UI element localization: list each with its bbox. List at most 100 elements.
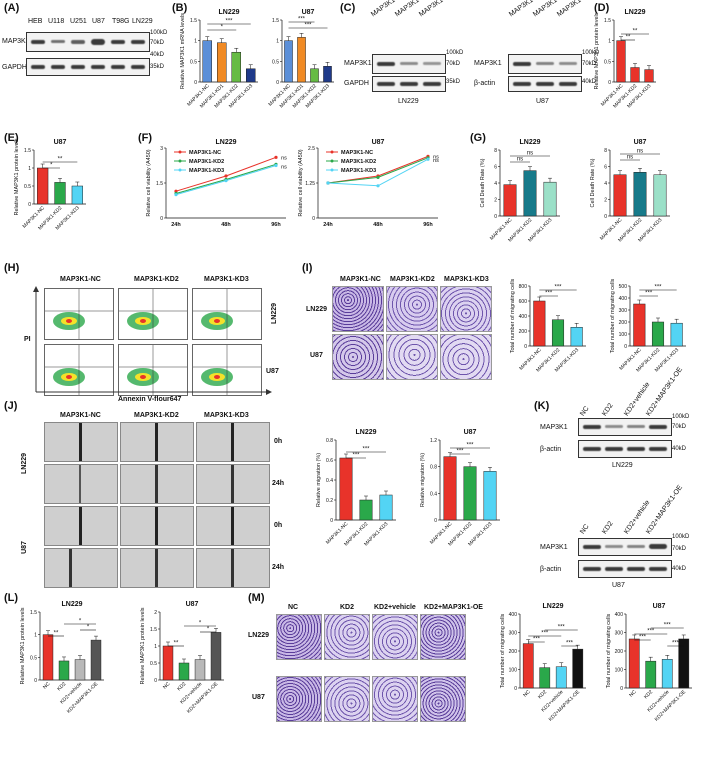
blot-cell-label: U87 [536, 98, 549, 105]
y-tick-label: 4 [494, 181, 497, 187]
y-axis-label: Cell Death Rate (%) [590, 158, 596, 207]
micro-col-label: MAP3K1-KD2 [390, 276, 435, 283]
significance-label: ns [637, 149, 643, 155]
y-tick-label: 1.5 [604, 18, 611, 24]
y-tick-label: 1.5 [156, 181, 163, 187]
scratch-image [196, 548, 270, 588]
legend-marker [178, 159, 182, 163]
y-tick-label: 0 [604, 214, 607, 220]
scratch-image [196, 464, 270, 504]
x-tick-label: 96h [423, 222, 433, 228]
bar [90, 639, 102, 681]
y-tick-label: 0.4 [326, 478, 333, 484]
y-tick-label: 500 [619, 284, 628, 290]
y-tick-label: 1.2 [430, 438, 437, 444]
y-tick-label: 0.5 [190, 59, 197, 65]
bar [297, 37, 306, 83]
y-tick-label: 300 [619, 308, 628, 314]
significance-label: *** [558, 625, 566, 631]
bar [572, 648, 584, 689]
data-point [376, 184, 380, 188]
bar [503, 184, 517, 217]
micro-col-label: KD2+vehicle [374, 604, 416, 611]
panel-label-M: (M) [248, 592, 265, 604]
blot-lane-label: HEB [28, 18, 43, 25]
blot-row-label: MAP3K1 [474, 60, 502, 67]
blot-strip [372, 76, 446, 92]
significance-label: *** [466, 443, 474, 449]
flow-plot [118, 288, 188, 340]
blot-strip [372, 54, 446, 74]
scratch-time-label: 0h [274, 438, 283, 445]
significance-label: ** [626, 35, 631, 41]
significance-label: * [79, 619, 82, 625]
blot-strip [578, 418, 672, 436]
significance-label: *** [647, 629, 655, 635]
legend-label: MAP3K1-KD2 [341, 159, 376, 165]
legend-marker [330, 150, 334, 154]
y-tick-label: 0 [514, 686, 517, 692]
significance-label: *** [225, 19, 233, 25]
y-tick-label: 0 [194, 80, 197, 86]
bar [661, 659, 673, 689]
legend-marker [330, 168, 334, 172]
significance-label: *** [298, 17, 306, 23]
data-point [224, 179, 228, 183]
flow-col-label: MAP3K1-KD3 [204, 276, 249, 283]
bar [37, 167, 49, 205]
significance-label: *** [362, 447, 370, 453]
chart-title: LN229 [355, 429, 376, 436]
bar [284, 40, 293, 83]
y-tick-label: 100 [509, 668, 518, 674]
bar [644, 69, 654, 83]
bar [463, 466, 477, 521]
panel-label-L: (L) [4, 592, 19, 604]
bar [323, 66, 332, 83]
y-tick-label: 200 [615, 649, 624, 655]
blot-cell-label: U87 [612, 582, 625, 589]
y-tick-label: 0.8 [326, 438, 333, 444]
y-axis-label: Relative MAP3K1 mRNA levels [180, 13, 186, 89]
x-tick-label: KD2+MAP3K1-OE [548, 689, 582, 723]
y-tick-label: 0 [312, 216, 315, 222]
bar [630, 67, 640, 83]
scratch-image [44, 464, 118, 504]
y-tick-label: 2 [604, 198, 607, 204]
x-tick-label: 24h [323, 222, 333, 228]
blot-lane-label: T98G [112, 18, 130, 25]
transwell-image [324, 676, 370, 722]
micro-col-label: KD2 [340, 604, 355, 611]
blot-row-label: GAPDH [2, 64, 27, 71]
bar [645, 660, 657, 689]
legend-marker [178, 150, 182, 154]
blot-strip [578, 440, 672, 458]
transwell-image [324, 614, 370, 660]
panel-label-I: (I) [302, 262, 313, 274]
y-tick-label: 800 [519, 284, 528, 290]
y-tick-label: 0 [34, 678, 37, 684]
x-tick-label: KD2 [56, 681, 67, 692]
y-tick-label: 200 [509, 649, 518, 655]
micro-row-label: LN229 [306, 306, 328, 313]
data-point [326, 181, 330, 185]
y-axis-label: Relative migration (%) [316, 453, 322, 507]
scratch-image [120, 422, 194, 462]
y-tick-label: 6 [604, 165, 607, 171]
blot-strip [26, 58, 150, 76]
transwell-image [276, 676, 322, 722]
chart-title: U87 [372, 139, 385, 146]
panel-label-H: (H) [4, 262, 20, 274]
transwell-image [420, 614, 466, 660]
x-tick-label: NC [162, 681, 172, 691]
significance-label: *** [554, 285, 562, 291]
y-tick-label: 0.4 [430, 491, 437, 497]
scratch-col-label: MAP3K1-NC [60, 412, 101, 419]
y-tick-label: 0 [524, 344, 527, 350]
y-tick-label: 2 [494, 198, 497, 204]
significance-label: *** [352, 453, 360, 459]
flow-plot [192, 288, 262, 340]
bar [379, 494, 393, 521]
panel-label-A: (A) [4, 2, 20, 14]
chart-title: LN229 [542, 603, 563, 610]
y-tick-label: 1 [34, 633, 37, 639]
